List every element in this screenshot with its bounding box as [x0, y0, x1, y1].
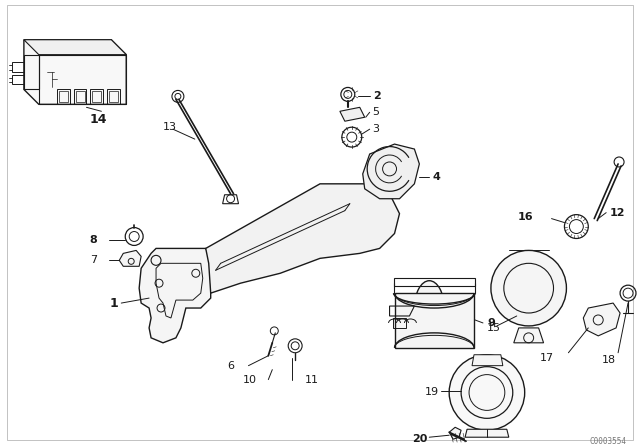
Text: 19: 19: [425, 388, 439, 397]
Text: 17: 17: [540, 353, 554, 363]
Polygon shape: [139, 248, 211, 343]
Circle shape: [491, 250, 566, 326]
Text: 14: 14: [90, 113, 107, 126]
Text: 1: 1: [109, 297, 118, 310]
Text: 11: 11: [305, 375, 319, 384]
Polygon shape: [363, 144, 419, 199]
Polygon shape: [24, 40, 126, 55]
Circle shape: [449, 355, 525, 430]
Text: 10: 10: [243, 375, 257, 384]
Text: 18: 18: [602, 355, 616, 365]
Text: 7: 7: [90, 255, 97, 265]
Text: 6: 6: [228, 361, 234, 370]
Text: 4: 4: [432, 172, 440, 182]
Polygon shape: [514, 328, 543, 343]
Polygon shape: [119, 250, 141, 266]
Text: 16: 16: [518, 211, 534, 222]
Text: 13: 13: [163, 122, 177, 132]
Polygon shape: [472, 355, 503, 366]
Polygon shape: [465, 429, 509, 437]
Text: 20: 20: [412, 434, 428, 444]
Polygon shape: [205, 184, 399, 293]
Text: 5: 5: [372, 107, 380, 117]
Text: 15: 15: [487, 323, 501, 333]
Polygon shape: [583, 303, 620, 336]
Polygon shape: [340, 108, 365, 121]
Bar: [394, 278, 475, 286]
Text: C0003554: C0003554: [589, 437, 626, 446]
Text: 9: 9: [487, 318, 495, 328]
Text: 2: 2: [372, 91, 380, 101]
Polygon shape: [24, 40, 126, 104]
Bar: [394, 293, 474, 348]
Polygon shape: [449, 427, 461, 439]
Ellipse shape: [414, 281, 444, 336]
Text: 12: 12: [610, 207, 626, 218]
Text: 3: 3: [372, 124, 380, 134]
Text: 8: 8: [90, 236, 97, 246]
